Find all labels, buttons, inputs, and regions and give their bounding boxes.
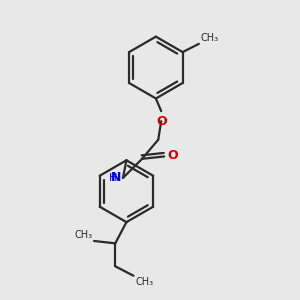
Text: N: N <box>111 172 122 184</box>
Text: CH₃: CH₃ <box>200 33 218 43</box>
Text: H: H <box>109 173 118 183</box>
Text: O: O <box>156 115 166 128</box>
Text: O: O <box>167 149 178 162</box>
Text: CH₃: CH₃ <box>135 277 153 287</box>
Text: CH₃: CH₃ <box>74 230 92 239</box>
